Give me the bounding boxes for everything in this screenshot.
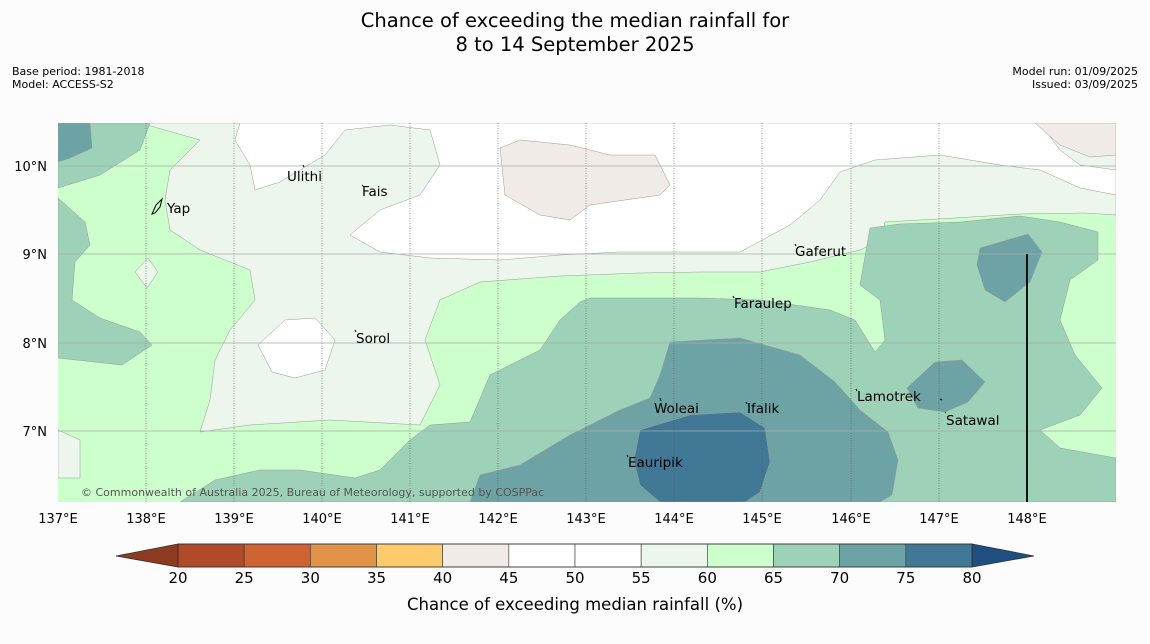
map-title: Chance of exceeding the median rainfall … bbox=[0, 9, 1150, 57]
band-50-55-small bbox=[134, 257, 159, 289]
meta-right: Model run: 01/09/2025 Issued: 03/09/2025 bbox=[1012, 65, 1138, 91]
band-50-55 bbox=[234, 123, 1116, 261]
parallels bbox=[58, 165, 1116, 432]
colorbar-cell bbox=[243, 543, 311, 568]
place-label-satawal: Satawal bbox=[946, 413, 999, 429]
lon-label: 142°E bbox=[478, 512, 518, 527]
place-label-faraulep: Faraulep bbox=[734, 296, 792, 312]
lon-label: 141°E bbox=[390, 512, 430, 527]
lon-label: 148°E bbox=[1007, 512, 1047, 527]
yap-island-shape bbox=[151, 197, 163, 215]
colorbar-low-extension bbox=[115, 543, 179, 568]
colorbar-cell bbox=[177, 543, 245, 568]
lon-label: 144°E bbox=[654, 512, 694, 527]
colorbar-tick-label: 55 bbox=[632, 569, 651, 587]
lat-label-9n: 9°N bbox=[23, 248, 48, 263]
band-70-75-e bbox=[906, 359, 986, 413]
colorbar-cell bbox=[640, 543, 708, 568]
place-label-woleai: Woleai bbox=[654, 401, 699, 417]
colorbar-cell bbox=[905, 543, 973, 568]
model-name: Model: ACCESS-S2 bbox=[12, 78, 114, 91]
place-label-gaferut: Gaferut bbox=[795, 244, 846, 260]
place-label-ifalik: Ifalik bbox=[747, 401, 780, 417]
colorbar-cell bbox=[310, 543, 377, 568]
colorbar-tick-label: 35 bbox=[367, 569, 386, 587]
place-label-lamotrek: Lamotrek bbox=[857, 389, 921, 405]
model-run: Model run: 01/09/2025 bbox=[1012, 65, 1138, 78]
lon-label: 143°E bbox=[566, 512, 606, 527]
place-label-eauripik: Eauripik bbox=[628, 455, 683, 471]
base-period: Base period: 1981-2018 bbox=[12, 65, 145, 78]
colorbar-tick-label: 50 bbox=[565, 569, 584, 587]
band-75-80 bbox=[633, 411, 771, 502]
band-45-50-north bbox=[499, 139, 671, 221]
colorbar-tick-label: 25 bbox=[235, 569, 254, 587]
lon-label: 146°E bbox=[831, 512, 871, 527]
colorbar-high-extension bbox=[971, 543, 1035, 568]
lat-label-8n: 8°N bbox=[23, 337, 48, 352]
colorbar-cell bbox=[574, 543, 642, 568]
colorbar-tick-label: 70 bbox=[830, 569, 849, 587]
copyright-notice: © Commonwealth of Australia 2025, Bureau… bbox=[81, 486, 544, 499]
lat-label-7n: 7°N bbox=[23, 425, 48, 440]
place-label-fais: Fais bbox=[362, 184, 388, 200]
rainfall-map: Ulithi Fais Yap Gaferut Faraulep Sorol L… bbox=[58, 123, 1116, 502]
band-70-75-nw bbox=[58, 123, 93, 163]
colorbar-tick-label: 60 bbox=[698, 569, 717, 587]
colorbar-tick-label: 80 bbox=[962, 569, 981, 587]
lon-label: 140°E bbox=[302, 512, 342, 527]
lon-labels: 137°E 138°E 139°E 140°E 141°E 142°E 143°… bbox=[38, 512, 1047, 527]
colorbar: 20 25 30 35 40 45 50 55 60 65 70 75 80 Chance of exc… bbox=[115, 543, 1035, 614]
band-50-55-sorol bbox=[257, 317, 336, 379]
place-label-yap: Yap bbox=[166, 201, 190, 217]
lon-label: 139°E bbox=[214, 512, 254, 527]
place-label-ulithi: Ulithi bbox=[287, 169, 322, 185]
title-line-1: Chance of exceeding the median rainfall … bbox=[360, 9, 790, 32]
colorbar-tick-label: 30 bbox=[301, 569, 320, 587]
colorbar-tick-label: 40 bbox=[433, 569, 452, 587]
band-70-75-ne bbox=[976, 233, 1043, 303]
band-55-60-sw bbox=[58, 429, 81, 479]
band-45-50-ne bbox=[1034, 123, 1116, 158]
colorbar-frame bbox=[177, 543, 973, 568]
colorbar-tick-label: 45 bbox=[499, 569, 518, 587]
colorbar-cell bbox=[839, 543, 907, 568]
lon-label: 138°E bbox=[126, 512, 166, 527]
title-line-2: 8 to 14 September 2025 bbox=[455, 33, 695, 56]
place-label-sorol: Sorol bbox=[356, 331, 390, 347]
lat-label-10n: 10°N bbox=[14, 160, 47, 175]
band-55-60-north bbox=[139, 123, 1116, 433]
colorbar-label: Chance of exceeding median rainfall (%) bbox=[407, 595, 743, 614]
colorbar-tick-label: 65 bbox=[764, 569, 783, 587]
meridians bbox=[145, 123, 940, 502]
colorbar-tick-label: 20 bbox=[168, 569, 187, 587]
colorbar-cell bbox=[376, 543, 443, 568]
island-markers bbox=[151, 164, 947, 458]
lon-label: 147°E bbox=[919, 512, 959, 527]
meta-left: Base period: 1981-2018 Model: ACCESS-S2 bbox=[12, 65, 144, 91]
colorbar-cell bbox=[442, 543, 510, 568]
lon-label: 137°E bbox=[38, 512, 78, 527]
colorbar-cell bbox=[707, 543, 774, 568]
colorbar-cell bbox=[773, 543, 840, 568]
colorbar-tick-label: 75 bbox=[896, 569, 915, 587]
colorbar-cell bbox=[508, 543, 576, 568]
issued-date: Issued: 03/09/2025 bbox=[1031, 78, 1138, 91]
band-65-70-w2 bbox=[58, 197, 153, 366]
lon-label: 145°E bbox=[742, 512, 782, 527]
